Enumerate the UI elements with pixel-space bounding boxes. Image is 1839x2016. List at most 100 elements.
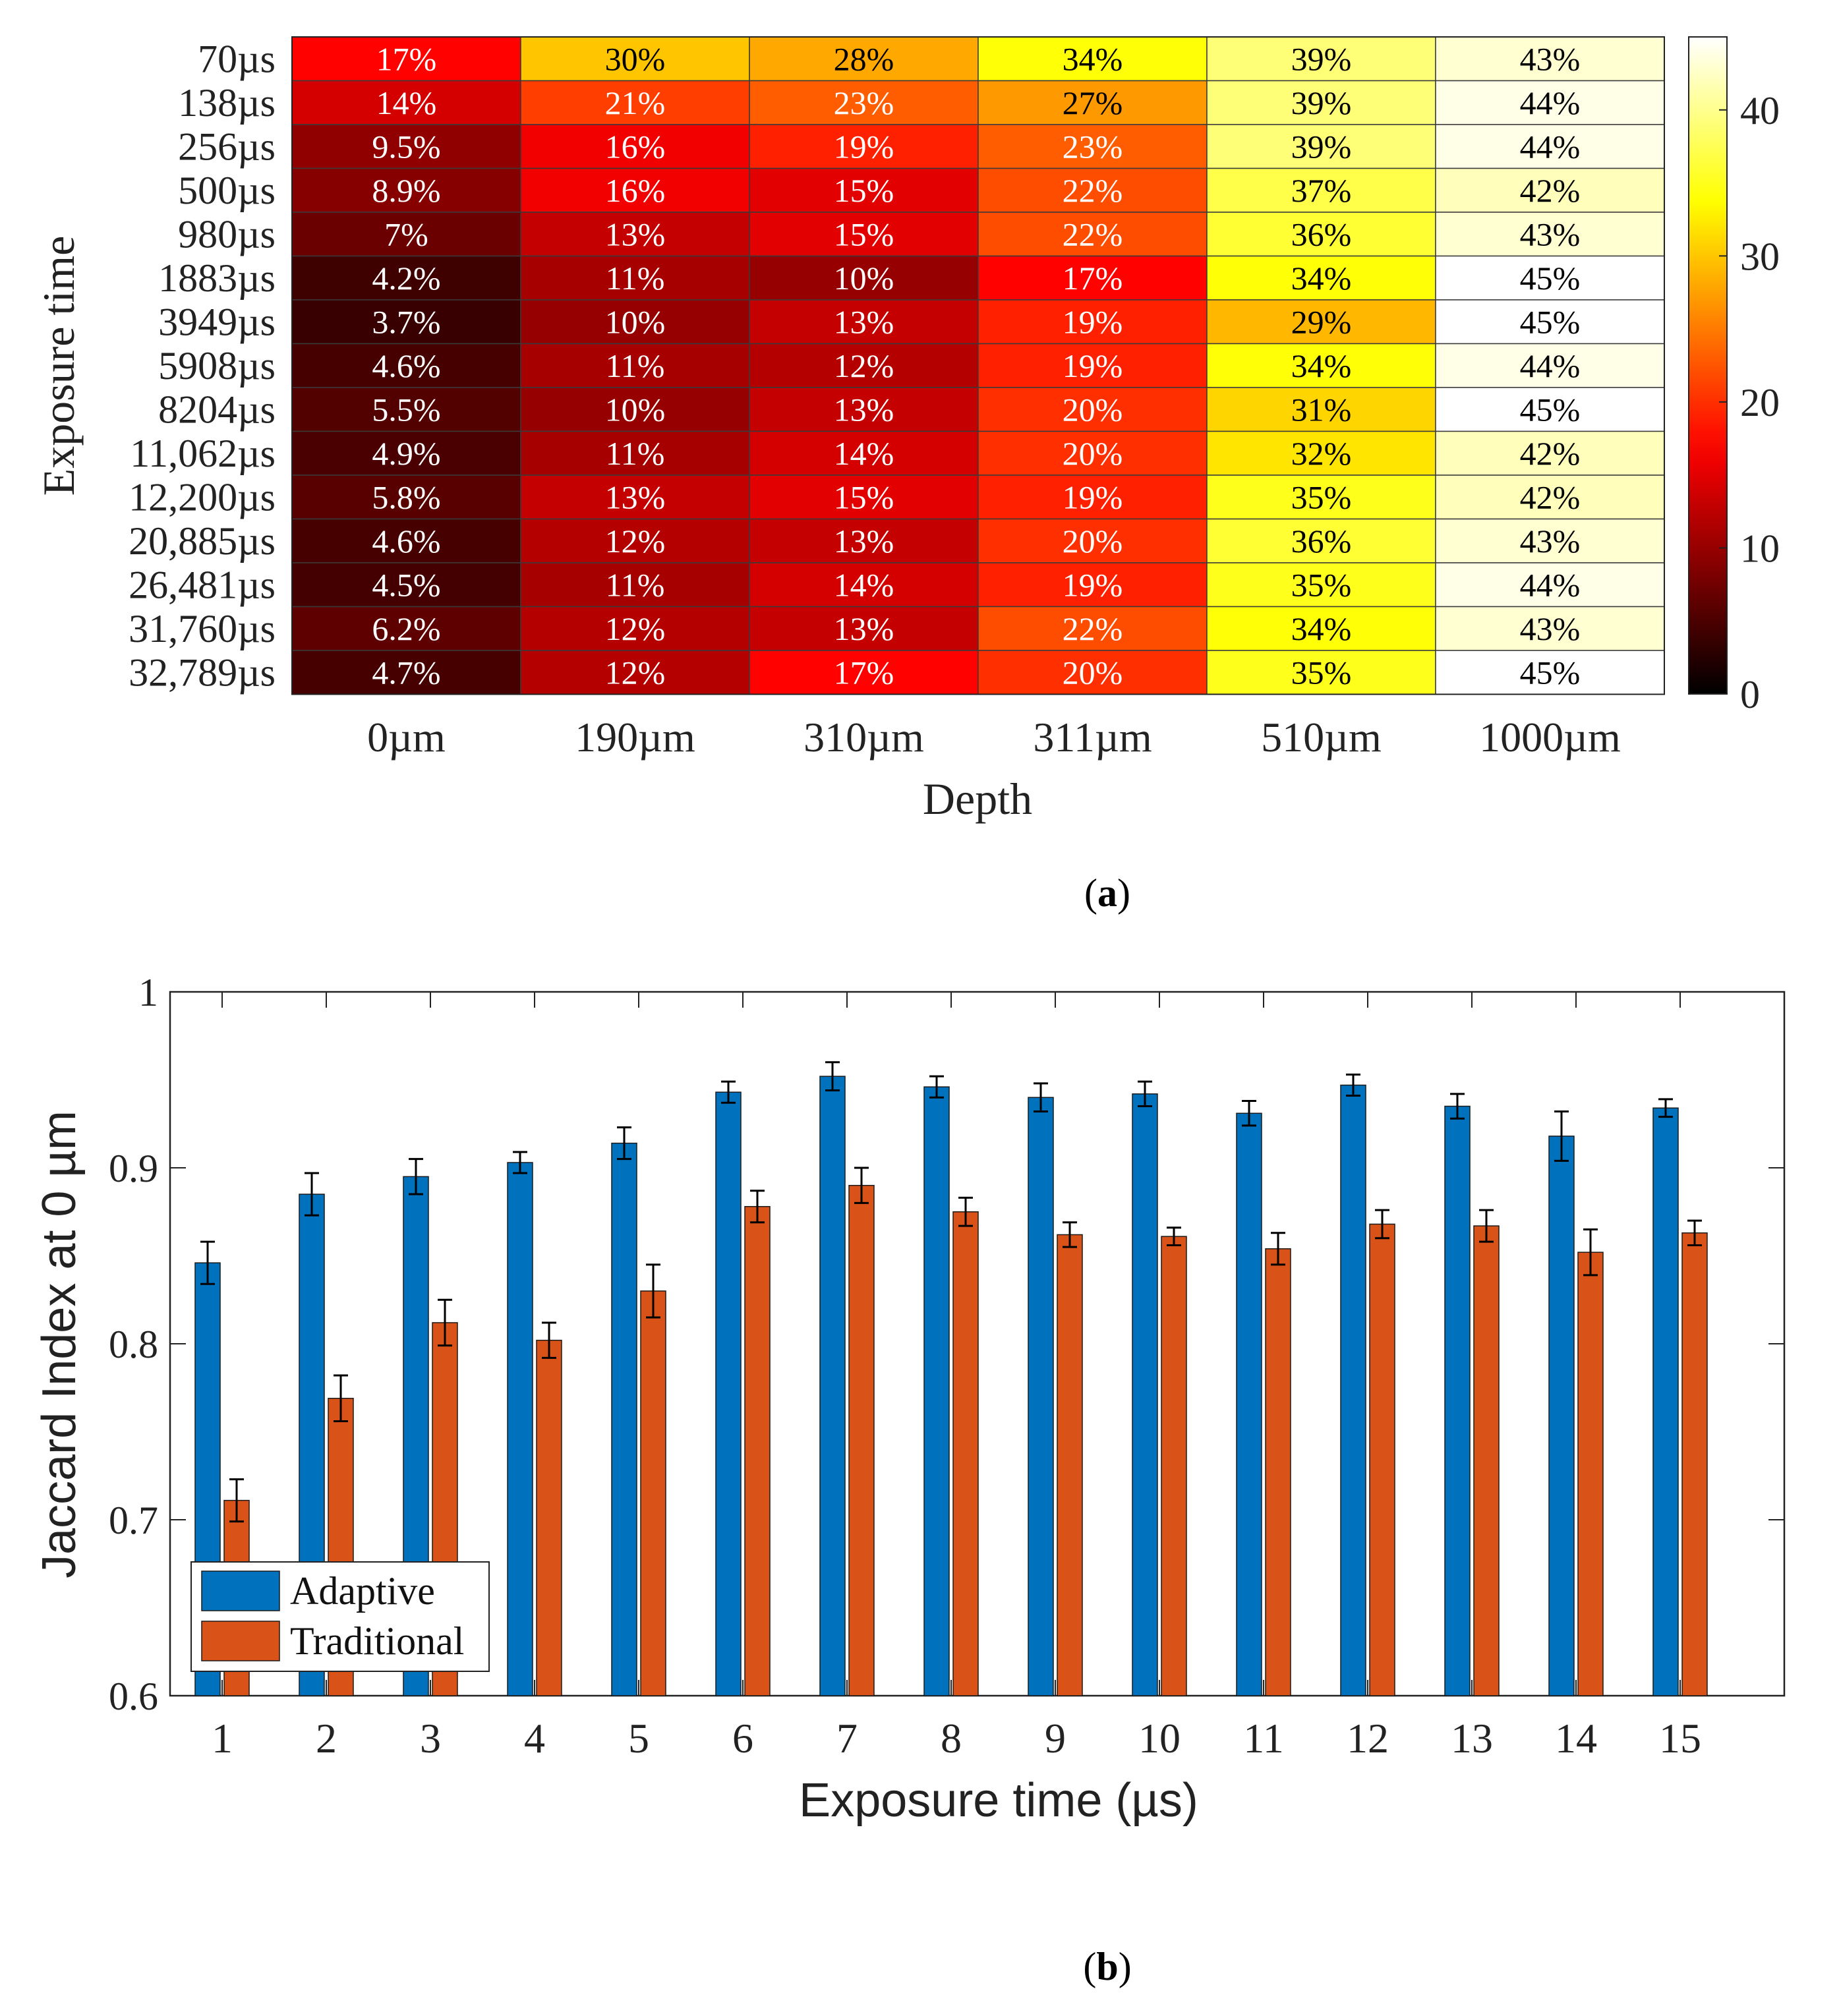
- heatmap-cell-label: 11%: [606, 435, 665, 472]
- heatmap-cell-label: 19%: [1063, 347, 1123, 384]
- x-tick-label: 5: [628, 1715, 649, 1762]
- heatmap-cell-label: 35%: [1291, 566, 1352, 603]
- heatmap-cell-label: 15%: [834, 478, 894, 515]
- panel-label-paren: (: [1083, 1945, 1096, 1988]
- x-tick-label: 11: [1243, 1715, 1284, 1762]
- legend-swatch-traditional: [201, 1621, 280, 1661]
- heatmap-cell-label: 8.9%: [372, 172, 440, 209]
- heatmap-cell: [1206, 650, 1436, 695]
- x-tick-label: 15: [1659, 1715, 1701, 1762]
- heatmap-cell-label: 30%: [605, 40, 666, 77]
- heatmap-cell: [291, 124, 521, 169]
- heatmap-cell-label: 39%: [1291, 84, 1352, 121]
- heatmap-y-tick-label: 3949µs: [158, 300, 276, 343]
- heatmap-cell-label: 20%: [1063, 523, 1123, 560]
- heatmap-cell-label: 13%: [605, 216, 666, 252]
- panel-label-b: (b): [1083, 1945, 1131, 1988]
- y-tick-label: 0.6: [109, 1675, 158, 1718]
- bar-adaptive: [1028, 1097, 1054, 1696]
- heatmap-cell: [978, 606, 1208, 651]
- heatmap-cell: [1206, 124, 1436, 169]
- heatmap-x-tick-label: 510µm: [1261, 714, 1382, 761]
- heatmap-cell-label: 7%: [384, 216, 428, 252]
- colorbar: [1688, 36, 1728, 695]
- heatmap-cell: [1435, 343, 1665, 388]
- legend-label-traditional: Traditional: [290, 1619, 464, 1663]
- y-tick-label: 0.7: [109, 1499, 158, 1542]
- heatmap-cell-label: 10%: [605, 391, 666, 428]
- heatmap-cell: [749, 606, 979, 651]
- heatmap-cell: [978, 475, 1208, 520]
- heatmap-cell-label: 44%: [1520, 347, 1581, 384]
- heatmap-cell: [520, 124, 750, 169]
- bar-traditional: [744, 1205, 771, 1696]
- heatmap-cell-label: 15%: [834, 216, 894, 252]
- bar-adaptive: [1236, 1112, 1262, 1696]
- heatmap-cell: [1435, 255, 1665, 301]
- heatmap-cell: [1206, 387, 1436, 432]
- x-tick-label: 3: [420, 1715, 441, 1762]
- heatmap-cell: [749, 299, 979, 345]
- x-tick-label: 12: [1347, 1715, 1389, 1762]
- heatmap-cell-label: 45%: [1520, 391, 1581, 428]
- heatmap-cell-label: 23%: [834, 84, 894, 121]
- heatmap-cell-label: 34%: [1291, 260, 1352, 297]
- heatmap-cell: [291, 430, 521, 476]
- heatmap-cell-label: 12%: [605, 654, 666, 691]
- heatmap-cell-label: 4.9%: [372, 435, 440, 472]
- heatmap-cell-label: 22%: [1063, 216, 1123, 252]
- bar-x-axis-title: Exposure time (µs): [799, 1774, 1198, 1827]
- heatmap-cell: [1206, 299, 1436, 345]
- heatmap-cell-label: 45%: [1520, 303, 1581, 340]
- x-tick-label: 6: [732, 1715, 753, 1762]
- heatmap-cell-label: 13%: [834, 523, 894, 560]
- heatmap-cell-label: 19%: [1063, 478, 1123, 515]
- heatmap-cell: [291, 606, 521, 651]
- heatmap-cell-label: 20%: [1063, 391, 1123, 428]
- heatmap-cell: [1206, 80, 1436, 125]
- heatmap-cell: [749, 430, 979, 476]
- heatmap-cell: [749, 343, 979, 388]
- heatmap-y-tick-label: 8204µs: [158, 388, 276, 431]
- heatmap-cell: [520, 475, 750, 520]
- heatmap-x-axis-title: Depth: [923, 774, 1032, 824]
- heatmap-cell: [749, 124, 979, 169]
- heatmap-cell: [291, 475, 521, 520]
- heatmap-cell-label: 39%: [1291, 40, 1352, 77]
- heatmap-cell-label: 13%: [834, 610, 894, 647]
- heatmap-cell-label: 36%: [1291, 216, 1352, 252]
- heatmap-cell-label: 32%: [1291, 435, 1352, 472]
- heatmap-cell-label: 15%: [834, 172, 894, 209]
- heatmap-cell-label: 43%: [1520, 523, 1581, 560]
- heatmap-cell-label: 34%: [1291, 610, 1352, 647]
- heatmap-cell-label: 13%: [834, 303, 894, 340]
- heatmap-y-tick-label: 1883µs: [158, 256, 276, 300]
- colorbar-tick-label: 20: [1740, 381, 1780, 424]
- bar-traditional: [1577, 1252, 1604, 1696]
- heatmap-cell: [978, 124, 1208, 169]
- heatmap-y-tick-label: 12,200µs: [129, 475, 276, 519]
- heatmap-cell-label: 14%: [834, 435, 894, 472]
- heatmap-cell: [1206, 255, 1436, 301]
- heatmap-cell-label: 20%: [1063, 435, 1123, 472]
- heatmap-x-tick-label: 311µm: [1033, 714, 1152, 761]
- heatmap-cell: [291, 299, 521, 345]
- heatmap-y-axis-title: Exposure time: [34, 236, 84, 496]
- heatmap-cell-label: 13%: [605, 478, 666, 515]
- heatmap-cell-label: 3.7%: [372, 303, 440, 340]
- bar-adaptive: [1652, 1107, 1679, 1696]
- heatmap-cell-label: 5.5%: [372, 391, 440, 428]
- heatmap-cell: [1435, 80, 1665, 125]
- legend-label-adaptive: Adaptive: [290, 1569, 435, 1613]
- heatmap-cell-label: 42%: [1520, 478, 1581, 515]
- heatmap-cell: [978, 299, 1208, 345]
- bar-traditional: [1473, 1225, 1500, 1696]
- bar-traditional: [1369, 1223, 1395, 1696]
- heatmap-panel: 17% 30% 28% 34% 39% 43% 14% 21% 23% 27% 39% 44% 9.5%…: [34, 36, 1780, 915]
- heatmap-y-tick-label: 256µs: [178, 125, 276, 168]
- heatmap-cell-label: 16%: [605, 128, 666, 165]
- heatmap-cell: [1435, 650, 1665, 695]
- x-tick-label: 13: [1451, 1715, 1493, 1762]
- heatmap-cell-label: 44%: [1520, 128, 1581, 165]
- x-tick-label: 2: [316, 1715, 337, 1762]
